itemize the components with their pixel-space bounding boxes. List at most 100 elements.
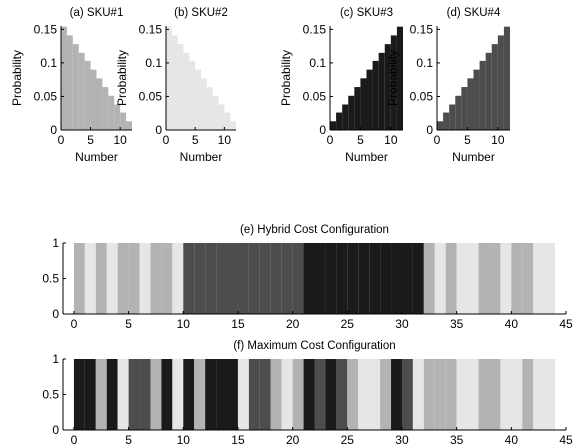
bar-e-35 xyxy=(456,243,468,314)
bar-e-12 xyxy=(205,243,217,314)
x-tick-label-a-0: 0 xyxy=(58,133,65,147)
bar-f-6 xyxy=(139,359,151,430)
bar-e-18 xyxy=(270,243,282,314)
x-tick-label-a-1: 5 xyxy=(87,133,94,147)
bar-e-29 xyxy=(391,243,402,314)
bar-f-10 xyxy=(183,359,195,430)
x-tick-label-e-2: 10 xyxy=(177,317,191,331)
bar-e-17 xyxy=(259,243,271,314)
x-axis-label-c: Number xyxy=(345,150,388,164)
bar-f-39 xyxy=(500,359,512,430)
bar-f-27 xyxy=(369,359,381,430)
bar-c-11 xyxy=(396,26,403,130)
bar-a-5 xyxy=(90,69,97,130)
bar-e-25 xyxy=(347,243,359,314)
bar-e-11 xyxy=(194,243,206,314)
bar-c-6 xyxy=(366,69,373,130)
x-axis-label-d: Number xyxy=(452,150,495,164)
chart-title-d: (d) SKU#4 xyxy=(447,7,501,19)
bar-e-34 xyxy=(445,243,457,314)
bar-d-11 xyxy=(503,26,510,130)
x-tick-label-e-3: 15 xyxy=(231,317,245,331)
bar-f-24 xyxy=(336,359,348,430)
bar-f-25 xyxy=(347,359,359,430)
bar-b-7 xyxy=(206,87,213,130)
bar-f-33 xyxy=(434,359,446,430)
bar-e-19 xyxy=(281,243,293,314)
bar-f-40 xyxy=(511,359,523,430)
y-tick-label-d-2: 0.1 xyxy=(416,56,433,70)
bar-e-8 xyxy=(161,243,173,314)
y-tick-label-f-1: 0.5 xyxy=(42,388,59,402)
bar-f-35 xyxy=(456,359,468,430)
bar-d-1 xyxy=(443,112,450,130)
bar-f-19 xyxy=(281,359,293,430)
bar-f-4 xyxy=(117,359,129,430)
bar-a-11 xyxy=(126,121,132,130)
y-tick-label-e-2: 1 xyxy=(52,236,59,250)
bar-e-2 xyxy=(95,243,107,314)
bar-b-3 xyxy=(183,52,190,130)
y-tick-label-d-0: 0 xyxy=(426,123,433,137)
bar-c-3 xyxy=(348,95,355,130)
x-tick-label-c-2: 10 xyxy=(384,133,398,147)
bar-d-10 xyxy=(497,35,504,130)
bar-e-16 xyxy=(248,243,260,314)
bar-e-40 xyxy=(511,243,523,314)
bar-f-37 xyxy=(478,359,490,430)
bar-c-4 xyxy=(354,87,361,130)
bar-e-43 xyxy=(544,243,556,314)
bar-f-11 xyxy=(194,359,206,430)
bar-d-4 xyxy=(461,87,468,130)
y-tick-label-e-0: 0 xyxy=(52,307,59,321)
x-tick-label-d-1: 5 xyxy=(464,133,471,147)
y-tick-label-b-2: 0.1 xyxy=(145,56,162,70)
x-tick-label-e-5: 25 xyxy=(341,317,355,331)
bar-f-22 xyxy=(314,359,326,430)
bar-e-24 xyxy=(336,243,348,314)
bar-a-0 xyxy=(61,26,67,130)
bar-e-26 xyxy=(358,243,370,314)
bar-a-2 xyxy=(72,44,79,130)
bar-e-41 xyxy=(522,243,534,314)
bar-e-33 xyxy=(434,243,446,314)
bar-f-17 xyxy=(259,359,271,430)
bar-a-9 xyxy=(114,104,121,130)
bar-b-9 xyxy=(218,104,225,130)
bar-f-38 xyxy=(489,359,501,430)
bar-f-7 xyxy=(150,359,162,430)
bar-e-37 xyxy=(478,243,490,314)
y-tick-label-a-1: 0.05 xyxy=(34,89,58,103)
bar-f-30 xyxy=(401,359,413,430)
x-tick-label-d-2: 10 xyxy=(491,133,505,147)
bar-b-5 xyxy=(195,69,201,130)
y-tick-label-c-2: 0.1 xyxy=(309,56,326,70)
x-tick-label-f-5: 25 xyxy=(341,433,355,446)
y-tick-label-c-1: 0.05 xyxy=(303,89,327,103)
bar-e-7 xyxy=(150,243,162,314)
bar-a-8 xyxy=(108,95,115,130)
bar-d-9 xyxy=(491,44,498,130)
bar-c-0 xyxy=(330,121,337,130)
x-tick-label-e-4: 20 xyxy=(286,317,300,331)
x-tick-label-b-2: 10 xyxy=(218,133,232,147)
bar-e-6 xyxy=(139,243,151,314)
bar-c-7 xyxy=(372,60,379,131)
x-tick-label-b-1: 5 xyxy=(192,133,199,147)
bar-e-27 xyxy=(369,243,381,314)
bar-a-1 xyxy=(66,35,73,130)
x-tick-label-f-9: 45 xyxy=(559,433,573,446)
bar-c-2 xyxy=(342,104,349,130)
bar-a-6 xyxy=(96,78,103,130)
bar-e-36 xyxy=(467,243,479,314)
bar-f-31 xyxy=(412,359,424,430)
bar-e-13 xyxy=(216,243,228,314)
bar-d-8 xyxy=(485,52,492,130)
x-tick-label-e-1: 5 xyxy=(125,317,132,331)
bar-f-26 xyxy=(358,359,370,430)
bar-b-11 xyxy=(230,121,236,130)
bar-f-15 xyxy=(237,359,249,430)
y-tick-label-e-1: 0.5 xyxy=(42,272,59,286)
bar-e-15 xyxy=(237,243,249,314)
